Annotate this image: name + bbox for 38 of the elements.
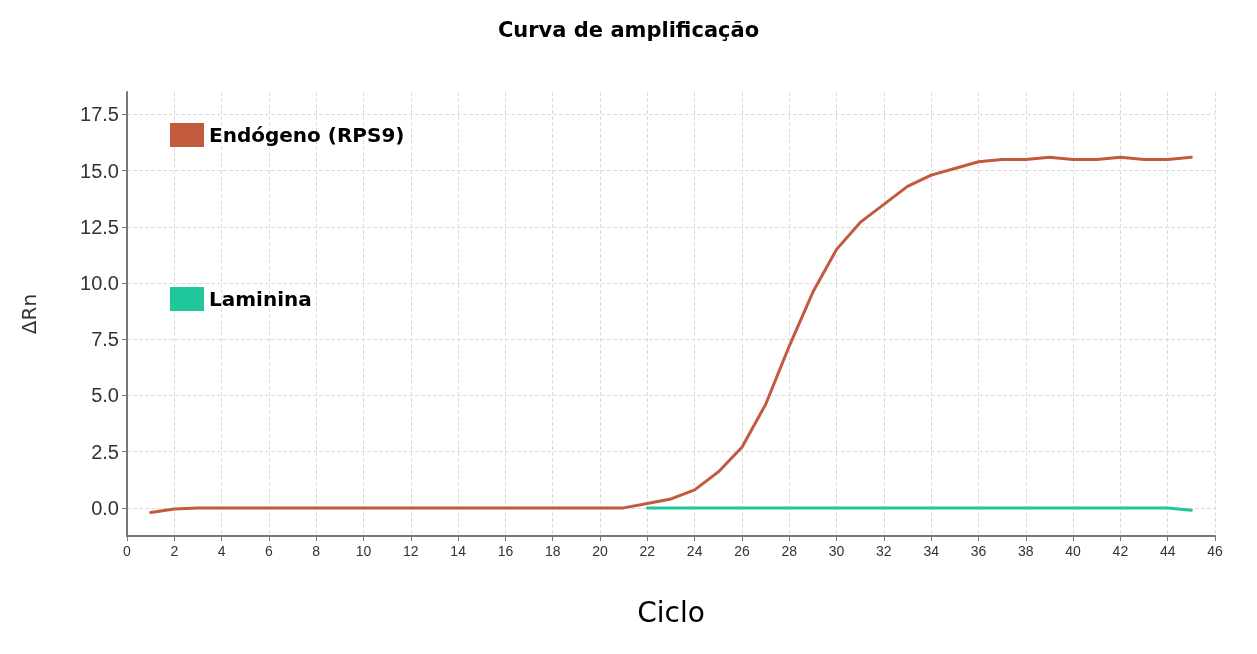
y-tick-label: 17.5 bbox=[80, 103, 119, 126]
x-tick-label: 46 bbox=[1207, 543, 1223, 559]
x-tick-label: 18 bbox=[544, 543, 561, 559]
x-tick-label: 44 bbox=[1159, 543, 1176, 559]
x-axis-title: Ciclo bbox=[637, 595, 705, 629]
x-tick-label: 38 bbox=[1017, 543, 1034, 559]
x-tick-label: 32 bbox=[876, 543, 892, 559]
y-tick-label: 0.0 bbox=[91, 496, 119, 519]
y-axis-title: ΔRn bbox=[17, 293, 41, 335]
y-tick-label: 2.5 bbox=[91, 440, 119, 463]
x-tick-label: 24 bbox=[686, 543, 703, 559]
x-tick-label: 30 bbox=[828, 543, 845, 559]
legend-label: Laminina bbox=[209, 287, 312, 311]
x-tick-label: 36 bbox=[970, 543, 987, 559]
legend-label: Endógeno (RPS9) bbox=[209, 123, 405, 147]
y-tick-label: 10.0 bbox=[80, 272, 119, 295]
x-tick-label: 8 bbox=[312, 543, 321, 559]
line-series bbox=[149, 155, 1193, 514]
y-tick-label: 7.5 bbox=[91, 328, 119, 351]
x-tick-label: 4 bbox=[217, 543, 226, 559]
y-tick-label: 12.5 bbox=[80, 215, 119, 238]
x-tick-label: 10 bbox=[355, 543, 372, 559]
x-tick-label: 6 bbox=[265, 543, 274, 559]
y-tick-label: 15.0 bbox=[80, 159, 119, 182]
x-tick-label: 14 bbox=[450, 543, 467, 559]
x-tick-label: 20 bbox=[592, 543, 609, 559]
x-tick-label: 40 bbox=[1065, 543, 1082, 559]
x-tick-label: 12 bbox=[403, 543, 419, 559]
x-tick-label: 34 bbox=[923, 543, 940, 559]
x-tick-label: 26 bbox=[734, 543, 750, 559]
chart-title: Curva de amplificação bbox=[497, 17, 760, 42]
x-tick-label: 28 bbox=[781, 543, 798, 559]
x-tick-label: 22 bbox=[639, 543, 656, 559]
x-tick-label: 2 bbox=[170, 543, 179, 559]
x-tick-label: 16 bbox=[497, 543, 514, 559]
x-tick-label: 0 bbox=[123, 543, 132, 559]
x-tick-label: 42 bbox=[1112, 543, 1129, 559]
y-tick-label: 5.0 bbox=[91, 384, 119, 407]
